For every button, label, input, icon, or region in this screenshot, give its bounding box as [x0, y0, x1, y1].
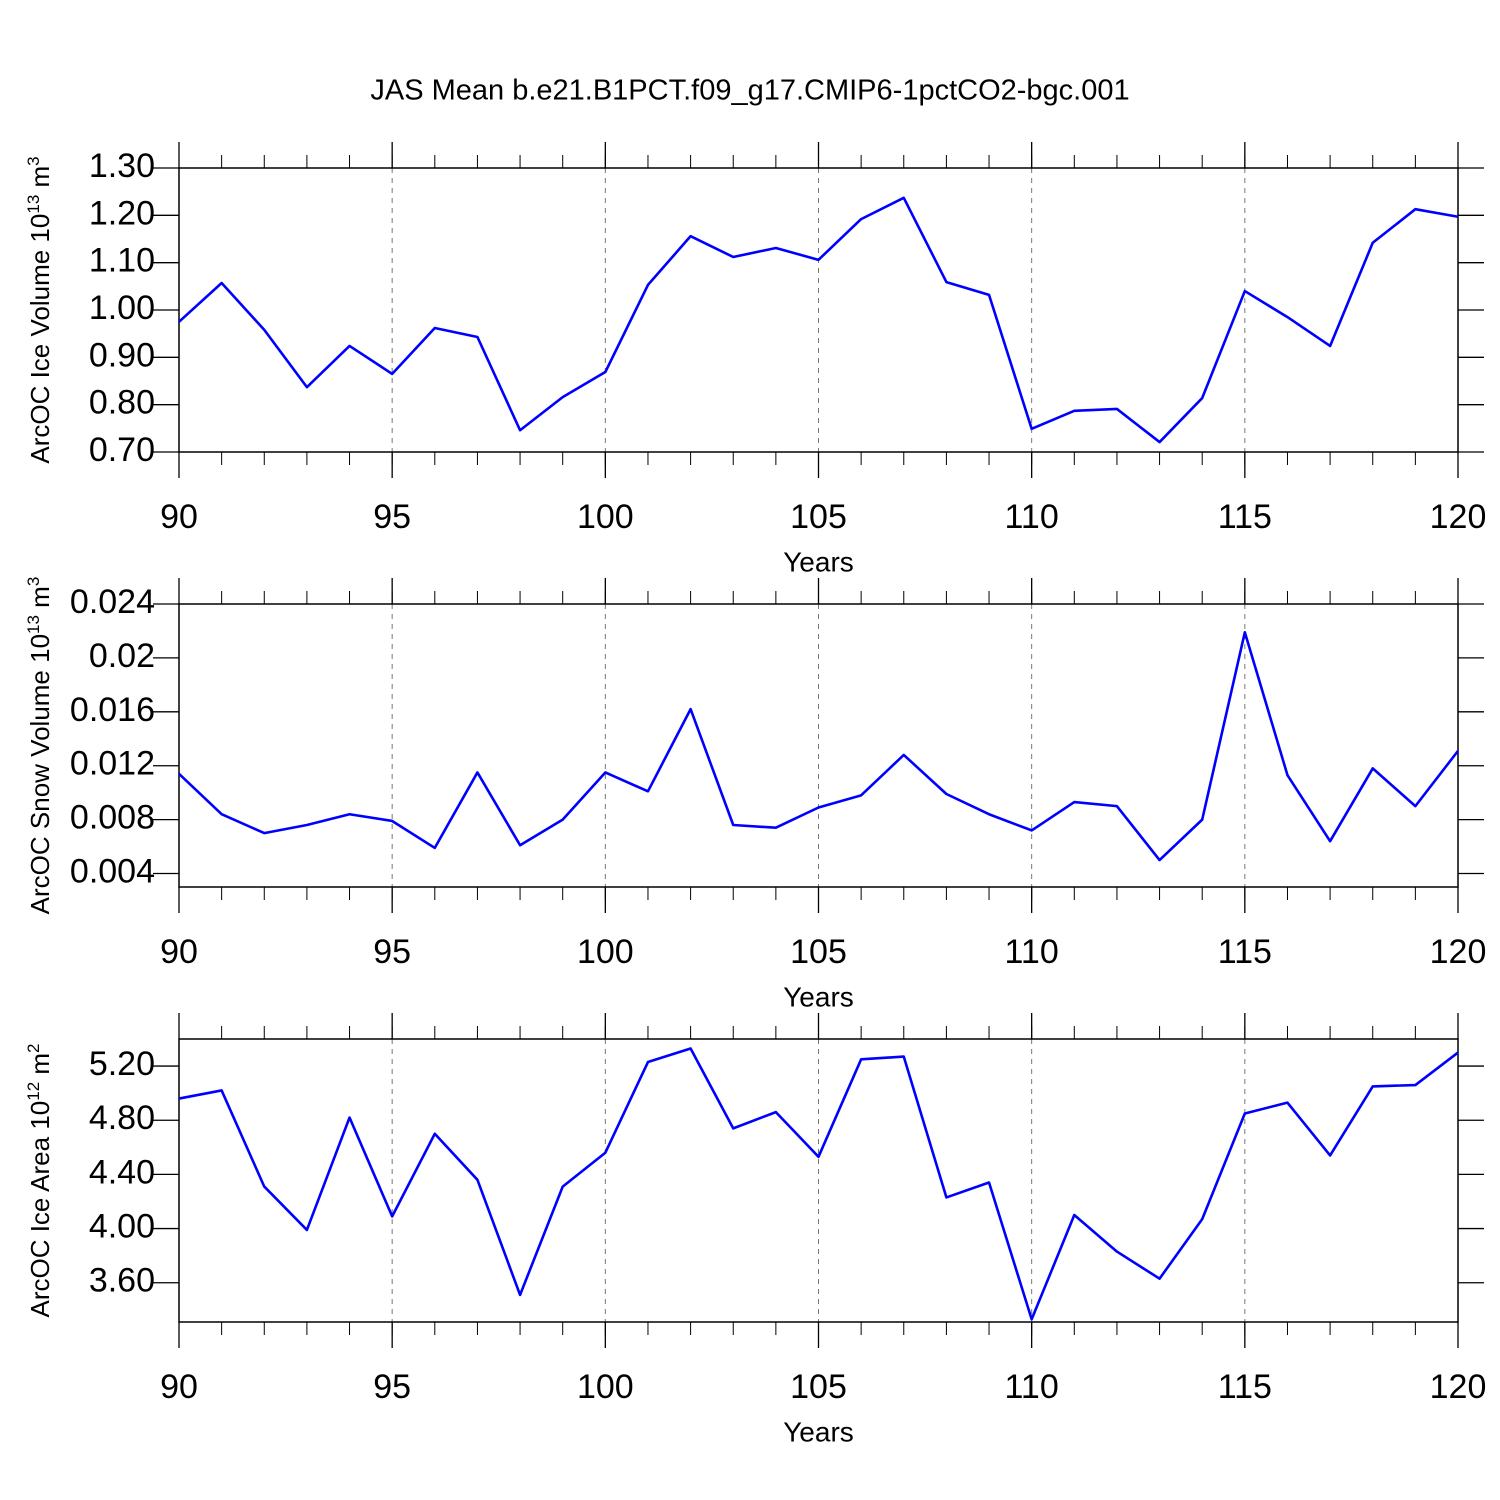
x-tick-label: 120: [1430, 1368, 1487, 1406]
y-tick-label: 4.80: [89, 1099, 155, 1137]
x-tick-label: 95: [373, 933, 411, 971]
y-tick-label: 4.00: [89, 1208, 155, 1246]
y-axis-label-part: m: [25, 1053, 55, 1082]
y-axis-label-exponent: 2: [24, 1043, 43, 1052]
y-axis-label-part: ArcOC Ice Volume 10: [25, 214, 55, 464]
x-tick-label: 115: [1218, 1368, 1272, 1406]
y-axis-label-exponent: 12: [24, 1082, 43, 1101]
y-tick-label: 1.20: [89, 194, 155, 232]
y-axis-label-part: ArcOC Snow Volume 10: [25, 634, 55, 914]
x-tick-label: 110: [1005, 498, 1059, 536]
y-tick-label: 0.90: [89, 336, 155, 374]
figure-title: JAS Mean b.e21.B1PCT.f09_g17.CMIP6-1pctC…: [370, 75, 1129, 107]
y-axis-label-part: ArcOC Ice Area 10: [25, 1101, 55, 1318]
plot-frame: [178, 167, 1459, 453]
data-line: [178, 196, 1459, 444]
y-axis-label: ArcOC Ice Volume 1013 m3: [24, 156, 55, 463]
y-axis-label: ArcOC Ice Area 1012 m2: [24, 1043, 55, 1317]
x-tick-label: 100: [577, 498, 634, 536]
x-tick-label: 100: [577, 1368, 634, 1406]
x-tick-label: 90: [160, 933, 198, 971]
x-tick-label: 95: [373, 1368, 411, 1406]
y-tick-label: 0.004: [70, 853, 155, 891]
plot-frame: [178, 603, 1459, 888]
x-axis-label: Years: [783, 546, 854, 577]
y-tick-label: 0.70: [89, 431, 155, 469]
y-tick-label: 0.016: [70, 691, 155, 729]
y-tick-label: 1.10: [89, 242, 155, 280]
y-tick-label: 0.008: [70, 799, 155, 837]
x-tick-label: 105: [790, 1368, 847, 1406]
x-tick-label: 110: [1005, 933, 1059, 971]
x-tick-label: 115: [1218, 498, 1272, 536]
y-axis-label-exponent: 3: [24, 156, 43, 165]
y-axis-label-part: m: [25, 166, 55, 195]
x-tick-label: 90: [160, 1368, 198, 1406]
x-tick-label: 100: [577, 933, 634, 971]
x-tick-label: 120: [1430, 933, 1487, 971]
x-tick-label: 105: [790, 933, 847, 971]
x-tick-label: 95: [373, 498, 411, 536]
data-line: [178, 1047, 1459, 1321]
x-tick-label: 90: [160, 498, 198, 536]
y-tick-label: 0.80: [89, 384, 155, 422]
y-tick-label: 0.024: [70, 583, 155, 621]
x-tick-label: 120: [1430, 498, 1487, 536]
y-axis-label: ArcOC Snow Volume 1013 m3: [24, 577, 55, 915]
y-tick-label: 4.40: [89, 1153, 155, 1191]
y-axis-label-exponent: 3: [24, 577, 43, 586]
y-axis-label-exponent: 13: [24, 195, 43, 214]
y-tick-label: 5.20: [89, 1045, 155, 1083]
y-axis-label-part: m: [25, 586, 55, 615]
y-tick-label: 3.60: [89, 1262, 155, 1300]
y-axis-label-exponent: 13: [24, 615, 43, 634]
x-tick-label: 115: [1218, 933, 1272, 971]
x-tick-label: 105: [790, 498, 847, 536]
y-tick-label: 0.02: [89, 637, 155, 675]
data-line: [178, 631, 1460, 862]
y-tick-label: 1.00: [89, 289, 155, 327]
y-tick-label: 0.012: [70, 745, 155, 783]
y-tick-label: 1.30: [89, 147, 155, 185]
x-tick-label: 110: [1005, 1368, 1059, 1406]
x-axis-label: Years: [783, 1416, 854, 1447]
x-axis-label: Years: [783, 981, 854, 1012]
plot-frame: [178, 1038, 1459, 1323]
